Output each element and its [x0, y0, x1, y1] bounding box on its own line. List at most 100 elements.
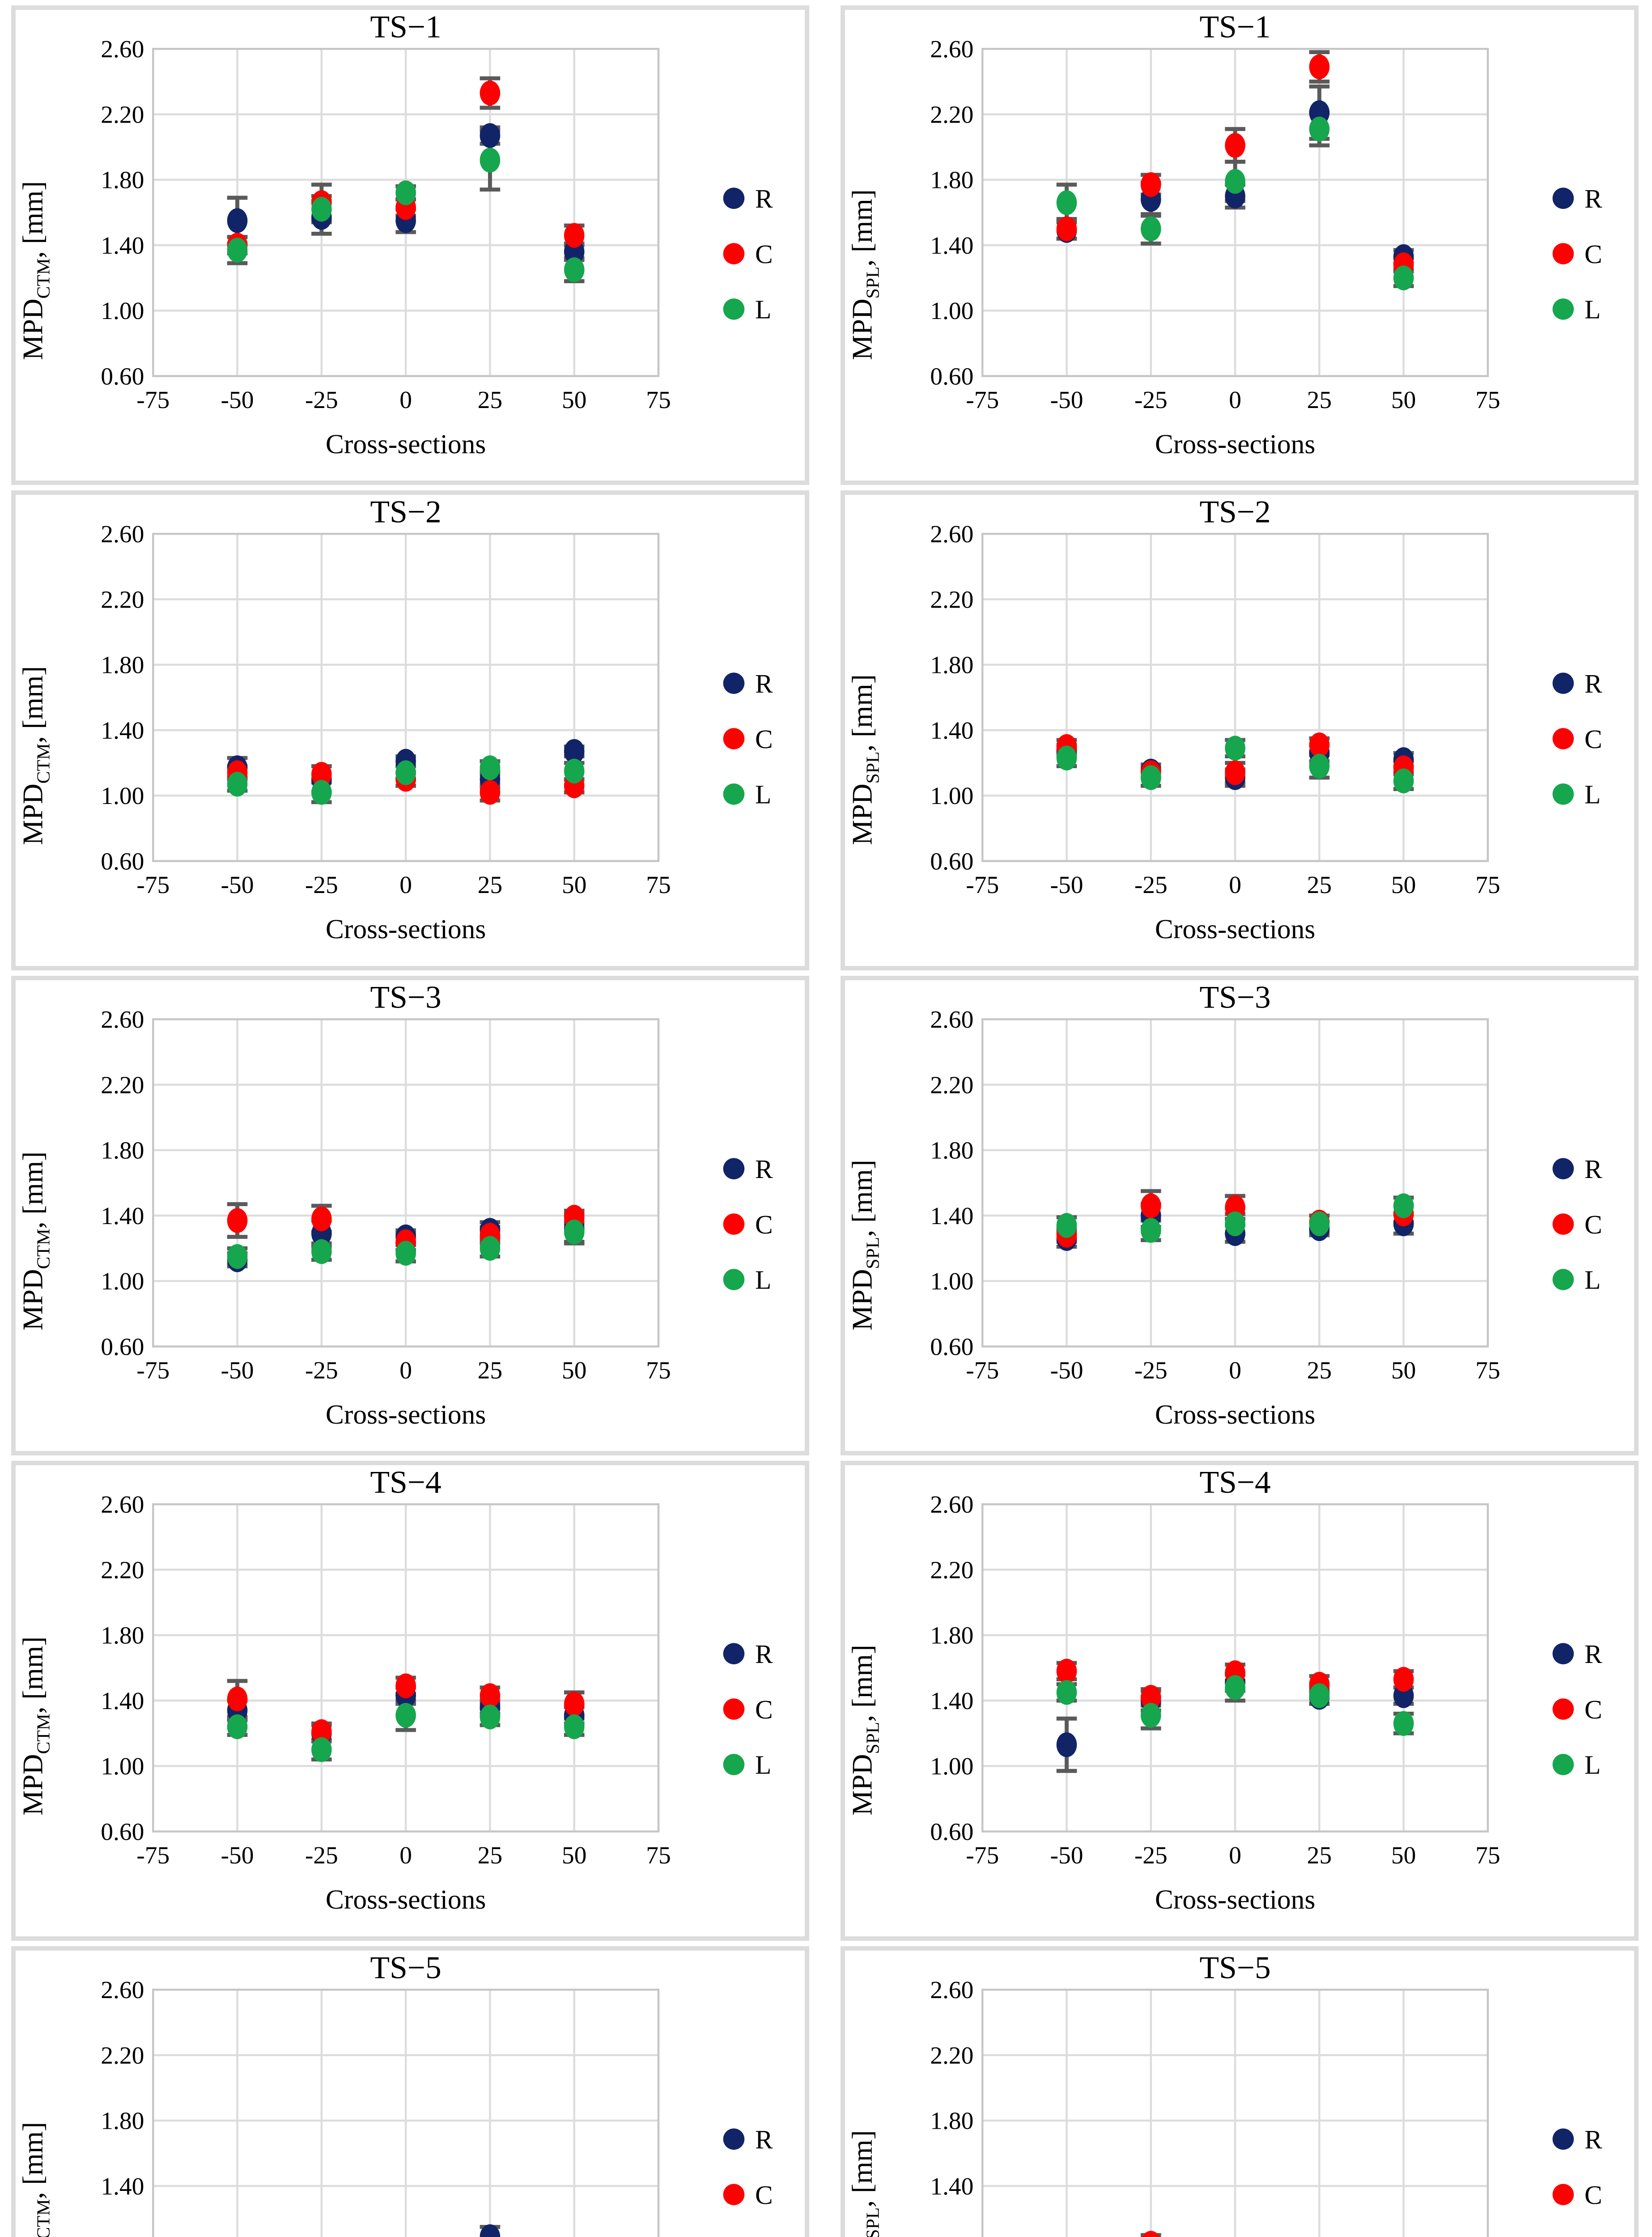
data-point-L [1393, 265, 1414, 290]
legend-label-l: L [1584, 2236, 1601, 2237]
legend-label-l: L [1584, 1750, 1601, 1780]
legend-marker-r [1552, 1158, 1574, 1179]
y-tick-label: 2.20 [101, 101, 144, 128]
data-point-C [1309, 54, 1330, 80]
chart-panel-ts2-ctm: TS−2 MPDCTM, [mm] Cross-sections R C L 0… [11, 490, 809, 970]
legend-label-r: R [1584, 669, 1602, 698]
data-point-C [395, 1673, 416, 1699]
legend-marker-r [723, 1158, 745, 1179]
x-tick-label: -50 [221, 872, 254, 899]
x-tick-label: 50 [562, 1357, 586, 1384]
x-tick-label: 75 [1475, 1842, 1500, 1869]
data-point-C [311, 762, 332, 787]
chart-title: TS−2 [370, 495, 442, 529]
chart-title: TS−5 [1200, 1951, 1271, 1985]
x-tick-label: -50 [1050, 1842, 1083, 1869]
legend-marker-r [1552, 2128, 1574, 2150]
chart-canvas: TS−3 MPDSPL, [mm] Cross-sections R C L 0… [846, 980, 1602, 1430]
y-axis-label: MPDCTM, [mm] [17, 181, 54, 360]
legend-label-l: L [755, 295, 771, 324]
y-tick-label: 2.60 [101, 36, 144, 63]
legend-label-c: C [755, 724, 773, 754]
chart-title: TS−4 [1200, 1465, 1271, 1500]
legend-marker-c [1552, 243, 1574, 264]
x-tick-label: 50 [562, 872, 586, 899]
legend-label-c: C [1584, 239, 1602, 269]
data-point-L [311, 196, 332, 222]
y-tick-label: 1.40 [930, 232, 973, 259]
x-tick-label: 75 [1475, 1357, 1500, 1384]
data-point-C [1141, 1685, 1161, 1710]
legend-marker-l [723, 783, 745, 805]
y-tick-label: 1.00 [930, 298, 973, 325]
y-tick-label: 1.40 [101, 232, 144, 259]
legend-label-l: L [1584, 780, 1601, 809]
data-point-C [1393, 1667, 1414, 1692]
x-tick-label: -75 [966, 872, 999, 899]
x-tick-label: -50 [221, 1357, 254, 1384]
legend-label-l: L [755, 2236, 771, 2237]
legend: R C L [723, 184, 773, 324]
chart-canvas: TS−5 MPDCTM, [mm] Cross-sections R C L 0… [17, 1951, 773, 2237]
x-tick-label: -75 [136, 1842, 170, 1869]
data-point-L [1393, 1193, 1414, 1218]
x-tick-label: -50 [221, 387, 254, 414]
chart-panel-ts3-ctm: TS−3 MPDCTM, [mm] Cross-sections R C L 0… [11, 975, 809, 1456]
x-tick-label: 0 [1229, 1357, 1241, 1384]
legend-marker-r [723, 1643, 745, 1665]
y-tick-label: 1.80 [930, 167, 973, 194]
legend-marker-l [723, 1754, 745, 1776]
legend-marker-c [723, 1698, 745, 1720]
x-tick-label: 50 [1391, 387, 1416, 414]
x-tick-label: 50 [562, 1842, 586, 1869]
legend-marker-l [1552, 1754, 1574, 1776]
data-point-C [480, 780, 501, 805]
legend-label-l: L [755, 1265, 771, 1295]
x-tick-label: -50 [221, 1842, 254, 1869]
data-point-L [395, 180, 416, 205]
legend: R C L [1552, 2125, 1602, 2237]
y-tick-label: 1.00 [101, 298, 144, 325]
data-point-R [227, 208, 248, 233]
legend-marker-r [723, 672, 745, 694]
y-axis-label: MPDSPL, [mm] [846, 1160, 883, 1331]
x-tick-label: -75 [136, 872, 170, 899]
data-point-L [1141, 216, 1161, 242]
y-tick-label: 1.80 [930, 652, 973, 679]
y-tick-label: 1.80 [101, 1137, 144, 1164]
x-tick-label: 75 [1475, 387, 1500, 414]
y-tick-label: 0.60 [930, 1333, 973, 1361]
data-point-L [1393, 1711, 1414, 1736]
data-point-L [227, 772, 248, 797]
y-axis-label: MPDSPL, [mm] [846, 675, 883, 846]
plot-frame [981, 47, 1489, 377]
data-point-L [1309, 1211, 1330, 1236]
data-point-R [480, 123, 501, 148]
legend-label-r: R [1584, 1639, 1602, 1669]
chart-panel-ts5-spl: TS−5 MPDSPL, [mm] Cross-sections R C L 0… [841, 1946, 1639, 2237]
y-tick-label: 2.60 [930, 521, 973, 548]
legend-label-l: L [755, 780, 771, 809]
chart-canvas: TS−1 MPDSPL, [mm] Cross-sections R C L 0… [846, 10, 1602, 459]
x-tick-label: 0 [399, 387, 412, 414]
x-axis-label: Cross-sections [1155, 429, 1315, 459]
x-tick-label: 0 [1229, 387, 1241, 414]
y-tick-label: 2.20 [101, 1557, 144, 1584]
y-tick-label: 1.80 [101, 167, 144, 194]
chart-panel-ts5-ctm: TS−5 MPDCTM, [mm] Cross-sections R C L 0… [11, 1946, 809, 2237]
data-point-L [1225, 1675, 1245, 1700]
plot-frame [981, 1503, 1489, 1833]
legend-marker-c [1552, 728, 1574, 750]
legend: R C L [723, 1154, 773, 1295]
y-tick-label: 1.40 [101, 717, 144, 744]
chart-panel-ts3-spl: TS−3 MPDSPL, [mm] Cross-sections R C L 0… [841, 975, 1639, 1456]
legend-marker-r [723, 2128, 745, 2150]
data-point-C [480, 1683, 501, 1709]
y-tick-label: 1.40 [930, 1203, 973, 1230]
x-axis-label: Cross-sections [326, 1884, 486, 1915]
